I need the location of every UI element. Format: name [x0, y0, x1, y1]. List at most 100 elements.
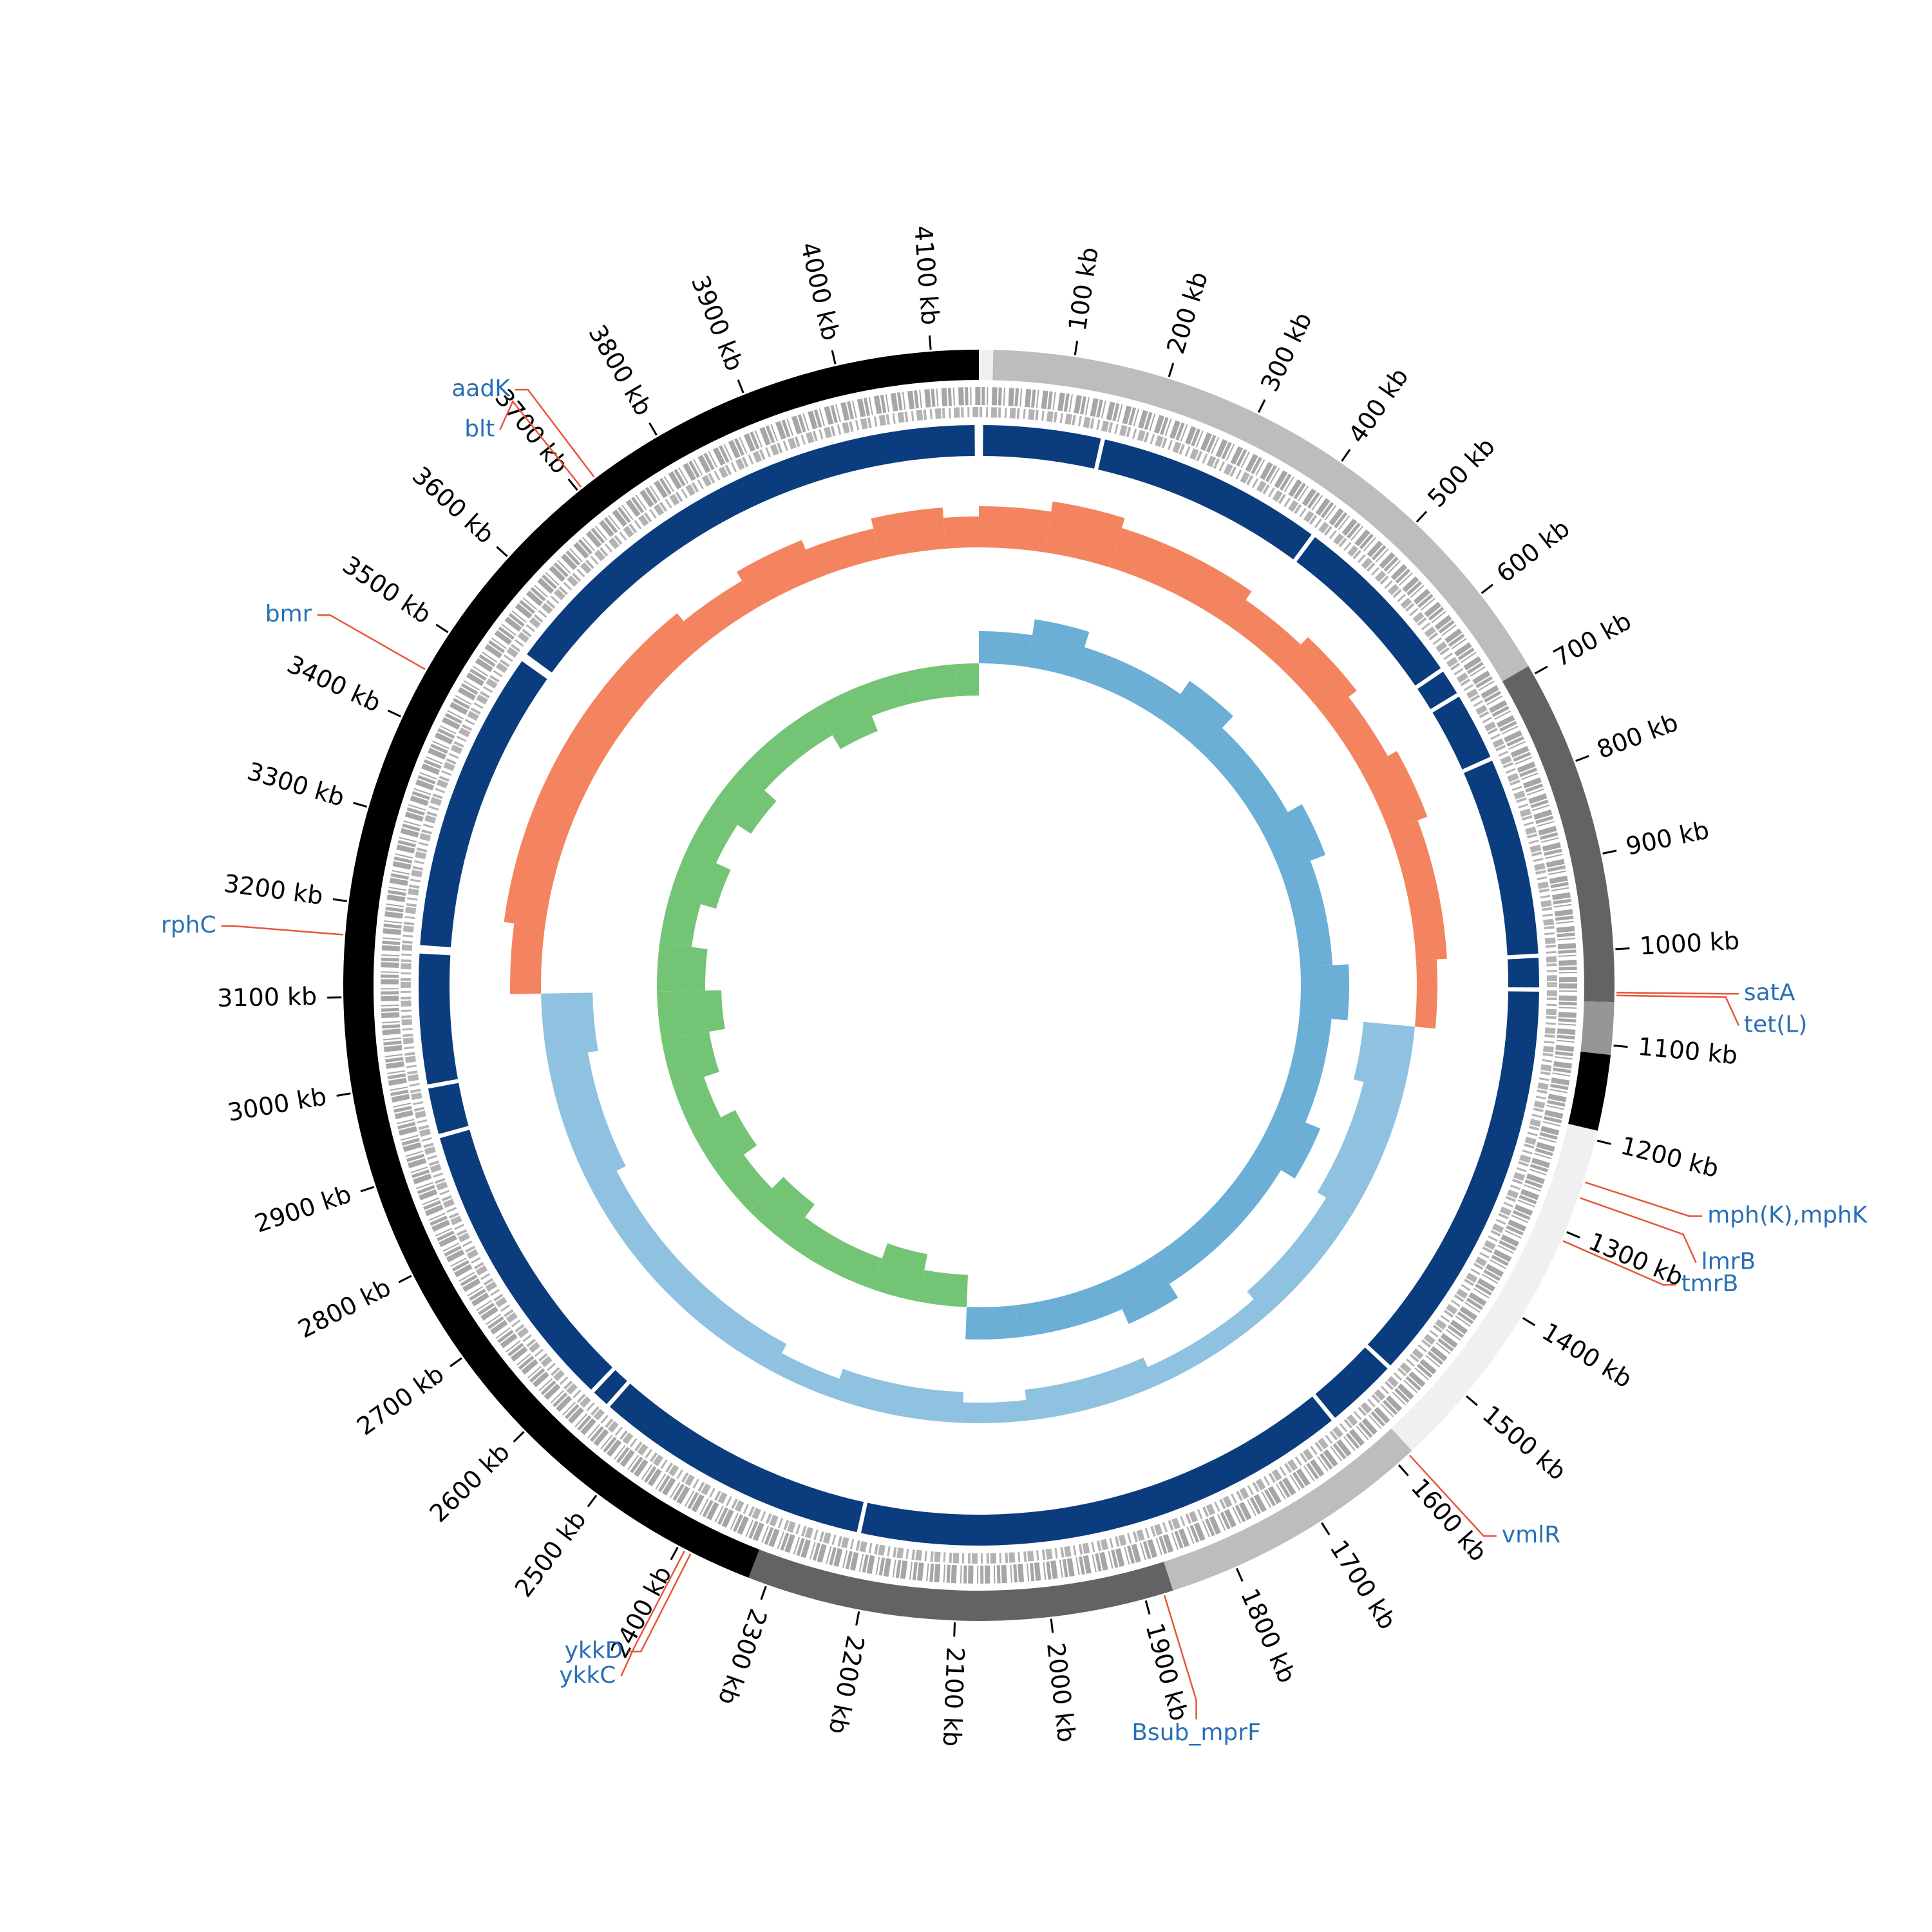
- contig: [1464, 761, 1539, 956]
- gc-content-bar: [772, 1353, 840, 1398]
- gc-skew-bar: [1291, 1016, 1332, 1072]
- gc-skew-bar: [826, 1240, 882, 1289]
- gc-content-bar: [623, 1223, 688, 1293]
- tick-mark: [953, 1622, 956, 1637]
- tick-label: 200 kb: [1161, 269, 1213, 357]
- tick-mark: [1481, 583, 1493, 594]
- annotation-line: [1562, 1240, 1676, 1286]
- tick-label: 3200 kb: [222, 869, 325, 910]
- annotation-label: blt: [464, 415, 495, 442]
- annotation-line: [221, 925, 344, 936]
- segment: [1391, 1124, 1598, 1451]
- gc-content-bar: [1171, 554, 1252, 625]
- gc-content-bar: [832, 1368, 903, 1416]
- gc-content-bar: [1109, 527, 1189, 592]
- tick-mark: [1534, 665, 1548, 675]
- tick-mark: [855, 1611, 860, 1626]
- gc-content-bar: [1414, 959, 1437, 1029]
- tick-mark: [1613, 1045, 1628, 1048]
- tick-mark: [1596, 1139, 1611, 1145]
- tick-label: 500 kb: [1422, 432, 1501, 513]
- gc-skew-bar: [659, 895, 701, 947]
- gc-skew-bar: [670, 849, 731, 909]
- tick-label: 2700 kb: [352, 1359, 449, 1441]
- gc-skew-bar: [776, 707, 833, 761]
- tick-label: 1300 kb: [1584, 1227, 1687, 1292]
- tick-label: 3400 kb: [283, 650, 385, 717]
- gc-content-bar: [979, 506, 1052, 553]
- annotation-label: Bsub_mprF: [1132, 1719, 1261, 1746]
- gc-content-bar: [871, 507, 946, 559]
- tick-label: 800 kb: [1593, 708, 1682, 764]
- gc-skew-bar: [1225, 1153, 1282, 1214]
- tick-label: 1800 kb: [1235, 1584, 1302, 1687]
- contig: [1098, 439, 1312, 560]
- tick-label: 900 kb: [1624, 816, 1712, 861]
- gc-content-bar: [504, 851, 559, 928]
- gc-content-bar: [736, 540, 817, 608]
- tick-mark: [1074, 341, 1079, 355]
- tick-mark: [1050, 1618, 1054, 1633]
- annotation-label: tet(L): [1744, 1011, 1808, 1037]
- tick-mark: [450, 1357, 462, 1367]
- tick-mark: [1168, 363, 1175, 377]
- contig: [440, 1130, 612, 1390]
- annotation-label: lmrB: [1701, 1249, 1756, 1275]
- tick-mark: [496, 545, 508, 557]
- tick-label: 1700 kb: [1324, 1535, 1401, 1634]
- segment: [1568, 1051, 1611, 1131]
- gc-content-bar: [547, 1052, 603, 1124]
- segment: [748, 1549, 1173, 1622]
- gc-content-bar: [563, 1110, 626, 1185]
- tick-label: 3000 kb: [225, 1082, 328, 1127]
- contig: [594, 1370, 627, 1405]
- gc-skew-bar: [1233, 767, 1288, 828]
- segment: [1164, 1428, 1412, 1591]
- tick-mark: [649, 422, 658, 436]
- gc-content-bar: [962, 1399, 1029, 1423]
- tick-label: 400 kb: [1343, 363, 1414, 448]
- gc-content-bar: [1025, 1378, 1094, 1421]
- gc-skew-bar: [954, 663, 979, 697]
- gc-content-bar: [896, 1385, 964, 1423]
- annotation-line: [317, 614, 426, 670]
- tick-mark: [670, 1546, 679, 1560]
- gc-skew-bar: [710, 768, 777, 834]
- tick-label: 2800 kb: [294, 1273, 395, 1344]
- gc-content-bar: [510, 923, 545, 994]
- gc-skew-bar: [786, 1217, 842, 1269]
- tick-label: 3100 kb: [217, 982, 317, 1012]
- gene-ring-outer: [381, 387, 1577, 1584]
- contig: [1296, 536, 1441, 686]
- tick-mark: [1258, 399, 1266, 413]
- gc-content-bar: [943, 516, 979, 549]
- tick-mark: [587, 1495, 598, 1508]
- gc-content-bar: [666, 1270, 735, 1336]
- annotation-label: vmlR: [1502, 1522, 1560, 1548]
- gc-content-bar: [1361, 751, 1428, 831]
- contig: [1315, 1347, 1388, 1418]
- gc-content-bar: [1148, 1337, 1215, 1386]
- gc-content-bar: [1353, 1021, 1415, 1092]
- annotation-label: mph(K),mphK: [1707, 1202, 1868, 1228]
- gc-skew-bar: [1253, 1110, 1321, 1179]
- gene-track: [381, 387, 1577, 1584]
- gc-skew-bar: [1120, 667, 1181, 721]
- gc-content-bar: [1388, 820, 1438, 895]
- contig: [860, 1396, 1332, 1546]
- contig: [983, 425, 1101, 469]
- tick-mark: [1466, 1395, 1478, 1406]
- tick-mark: [1602, 849, 1617, 855]
- segment: [1580, 1001, 1615, 1056]
- annotation-line: [1616, 994, 1739, 1026]
- gc-skew-bar: [816, 686, 878, 750]
- gc-skew-bar: [1280, 860, 1326, 919]
- gc-skew-bar: [860, 671, 914, 716]
- gc-content-bar: [1407, 888, 1447, 961]
- tick-label: 300 kb: [1255, 308, 1318, 396]
- contig: [1367, 991, 1539, 1366]
- tick-label: 2200 kb: [823, 1633, 869, 1736]
- gc-content-bar: [1045, 501, 1125, 567]
- gc-skew-bar: [979, 631, 1032, 667]
